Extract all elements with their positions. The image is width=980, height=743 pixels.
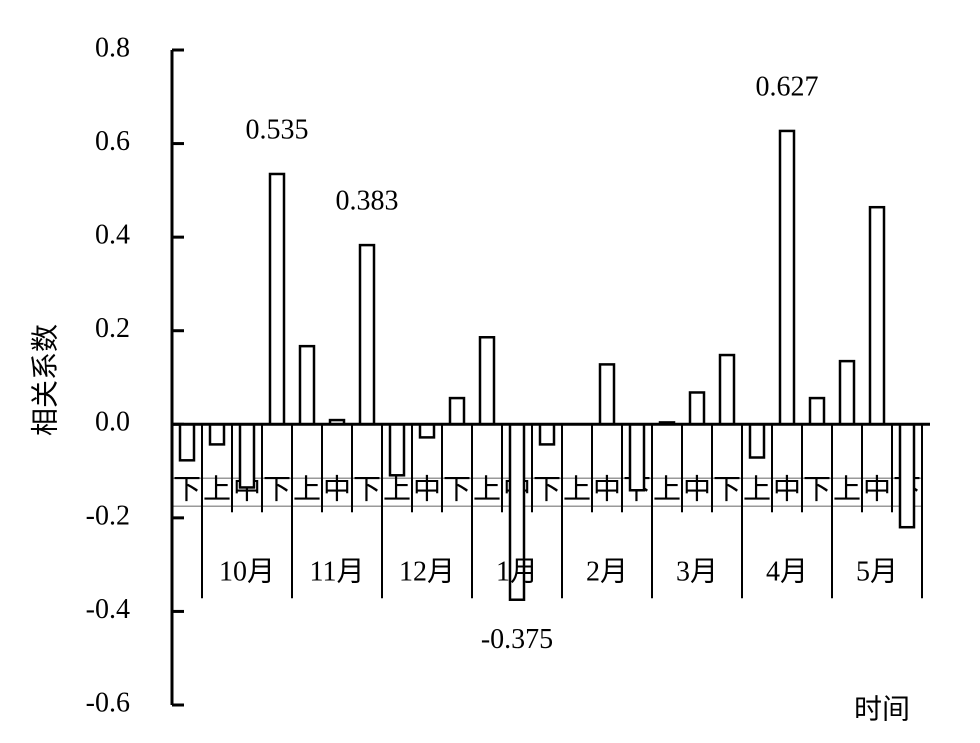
bar [718, 353, 736, 426]
bar [178, 423, 196, 462]
y-tick-label: 0.4 [95, 220, 130, 251]
data-label: 0.627 [756, 71, 819, 102]
bar [418, 423, 436, 439]
x-tick-label: 中 [863, 474, 891, 506]
x-tick-label: 下 [443, 475, 471, 506]
bar [388, 423, 406, 477]
y-axis-label: 相关系数 [29, 324, 61, 436]
group-label: 3月 [676, 557, 718, 588]
x-tick-label: 下 [263, 475, 291, 506]
bar [898, 423, 916, 529]
x-tick-label: 下 [713, 475, 741, 506]
x-tick-label: 中 [683, 474, 711, 506]
y-tick-label: 0.8 [95, 32, 130, 63]
x-tick-label: 上 [563, 475, 591, 506]
bar [748, 423, 766, 459]
x-tick-label: 上 [383, 475, 411, 506]
x-tick-label: 上 [743, 475, 771, 506]
data-label: 0.535 [246, 114, 309, 145]
x-axis-label: 时间 [854, 693, 910, 725]
x-tick-label: 上 [473, 475, 501, 506]
y-tick-label: 0.0 [95, 407, 130, 438]
bar [538, 423, 556, 446]
x-tick-label: 下 [803, 475, 831, 506]
bar [208, 423, 226, 446]
bar [358, 243, 376, 426]
x-tick-label: 上 [293, 475, 321, 506]
x-tick-label: 上 [203, 475, 231, 506]
x-tick-label: 下 [173, 475, 201, 506]
data-label: -0.375 [481, 624, 553, 655]
bar [478, 336, 496, 426]
bar [838, 359, 856, 426]
group-label: 11月 [310, 557, 365, 588]
group-label: 4月 [766, 557, 808, 588]
x-tick-label: 下 [353, 475, 381, 506]
bar [238, 423, 256, 489]
bar [448, 396, 466, 426]
bar [268, 172, 286, 426]
bar [778, 129, 796, 426]
x-tick-label: 中 [593, 474, 621, 506]
y-tick-label: -0.6 [86, 687, 130, 718]
bar [628, 423, 646, 492]
y-tick-label: -0.4 [86, 594, 130, 625]
bar [298, 344, 316, 426]
x-tick-label: 中 [323, 474, 351, 506]
group-label: 5月 [856, 557, 898, 588]
x-tick-label: 下 [533, 475, 561, 506]
y-tick-label: 0.6 [95, 126, 130, 157]
x-tick-label: 中 [413, 474, 441, 506]
y-tick-label: 0.2 [95, 313, 130, 344]
group-label: 1月 [496, 557, 538, 588]
data-label: 0.383 [336, 186, 399, 217]
x-tick-label: 上 [653, 475, 681, 506]
x-tick-label: 中 [773, 474, 801, 506]
x-tick-label: 上 [833, 475, 861, 506]
bar [808, 396, 826, 426]
group-label: 2月 [586, 557, 628, 588]
bar [598, 363, 616, 426]
bar [688, 391, 706, 426]
y-tick-label: -0.2 [86, 500, 130, 531]
group-label: 10月 [219, 557, 275, 588]
group-label: 12月 [399, 557, 455, 588]
bar [868, 205, 886, 426]
